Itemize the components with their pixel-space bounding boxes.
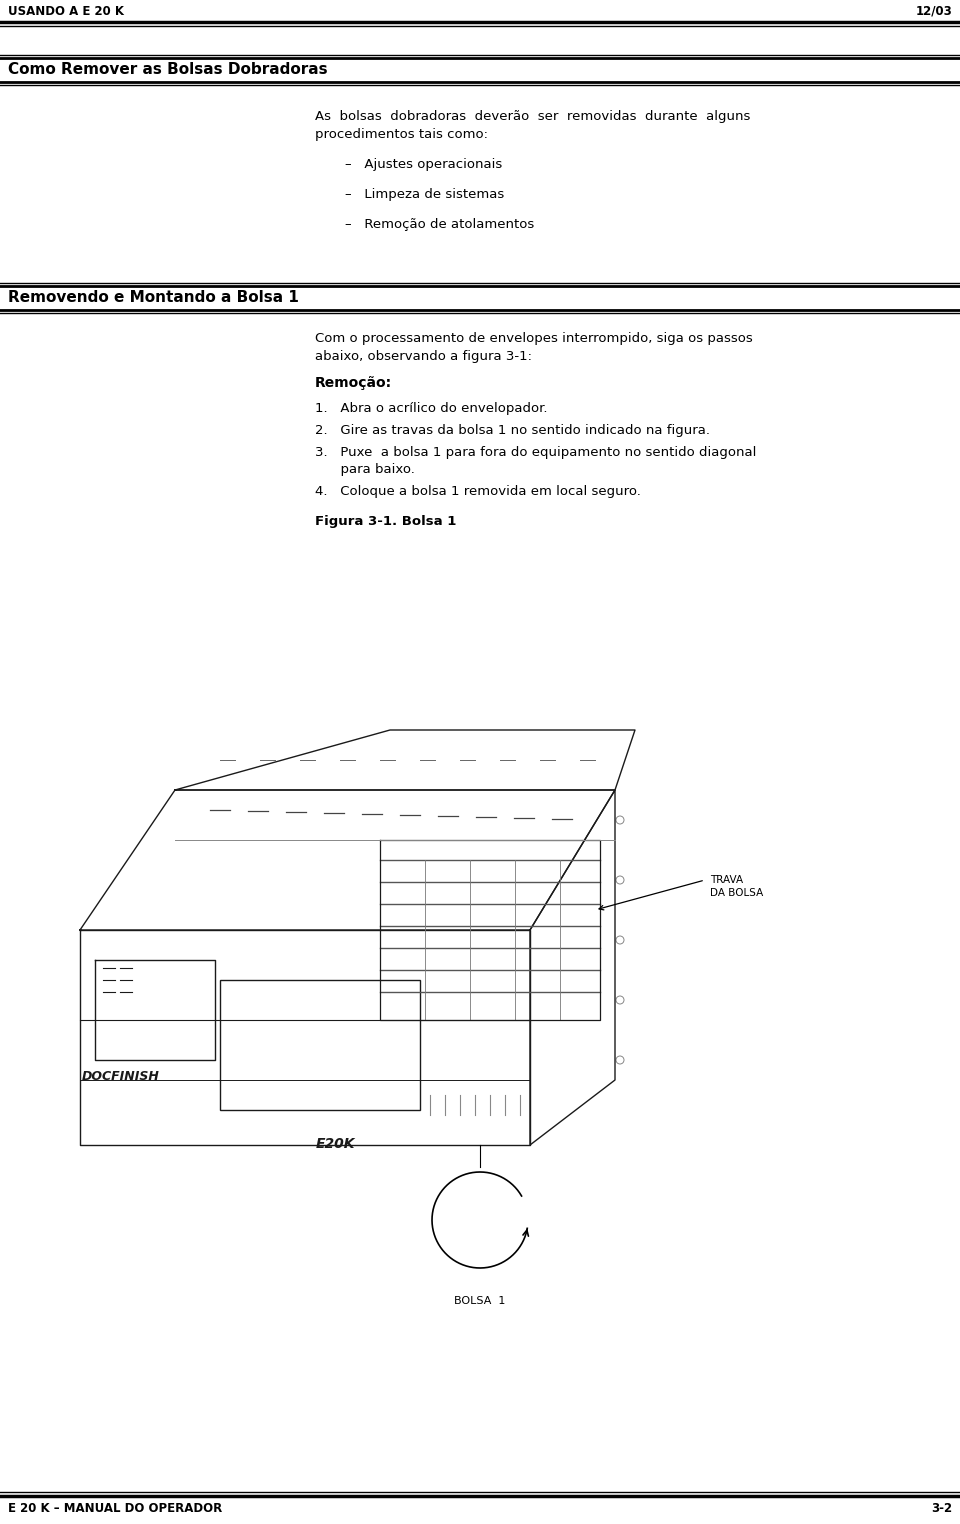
Text: Com o processamento de envelopes interrompido, siga os passos: Com o processamento de envelopes interro… xyxy=(315,332,753,344)
Text: DOCFINISH: DOCFINISH xyxy=(82,1070,160,1084)
Text: Como Remover as Bolsas Dobradoras: Como Remover as Bolsas Dobradoras xyxy=(8,62,327,78)
Text: –   Ajustes operacionais: – Ajustes operacionais xyxy=(345,158,502,171)
Text: 1.   Abra o acrílico do envelopador.: 1. Abra o acrílico do envelopador. xyxy=(315,402,547,415)
Text: Remoção:: Remoção: xyxy=(315,376,392,390)
Text: –   Remoção de atolamentos: – Remoção de atolamentos xyxy=(345,218,535,232)
Text: 3-2: 3-2 xyxy=(931,1503,952,1515)
Text: E 20 K – MANUAL DO OPERADOR: E 20 K – MANUAL DO OPERADOR xyxy=(8,1503,223,1515)
Text: E20K: E20K xyxy=(315,1137,355,1151)
Text: TRAVA
DA BOLSA: TRAVA DA BOLSA xyxy=(710,875,763,898)
Text: 3.   Puxe  a bolsa 1 para fora do equipamento no sentido diagonal: 3. Puxe a bolsa 1 para fora do equipamen… xyxy=(315,447,756,459)
Text: abaixo, observando a figura 3-1:: abaixo, observando a figura 3-1: xyxy=(315,351,532,363)
Text: para baixo.: para baixo. xyxy=(315,463,415,475)
Text: 4.   Coloque a bolsa 1 removida em local seguro.: 4. Coloque a bolsa 1 removida em local s… xyxy=(315,485,641,498)
Text: Figura 3-1. Bolsa 1: Figura 3-1. Bolsa 1 xyxy=(315,515,456,527)
Text: 12/03: 12/03 xyxy=(915,5,952,18)
Text: procedimentos tais como:: procedimentos tais como: xyxy=(315,128,488,142)
Text: USANDO A E 20 K: USANDO A E 20 K xyxy=(8,5,124,18)
Text: 2.   Gire as travas da bolsa 1 no sentido indicado na figura.: 2. Gire as travas da bolsa 1 no sentido … xyxy=(315,424,710,437)
Text: As  bolsas  dobradoras  deverão  ser  removidas  durante  alguns: As bolsas dobradoras deverão ser removid… xyxy=(315,110,751,123)
Bar xyxy=(220,980,420,1109)
Text: BOLSA  1: BOLSA 1 xyxy=(454,1295,506,1306)
Text: –   Limpeza de sistemas: – Limpeza de sistemas xyxy=(345,187,504,201)
Text: Removendo e Montando a Bolsa 1: Removendo e Montando a Bolsa 1 xyxy=(8,290,299,305)
